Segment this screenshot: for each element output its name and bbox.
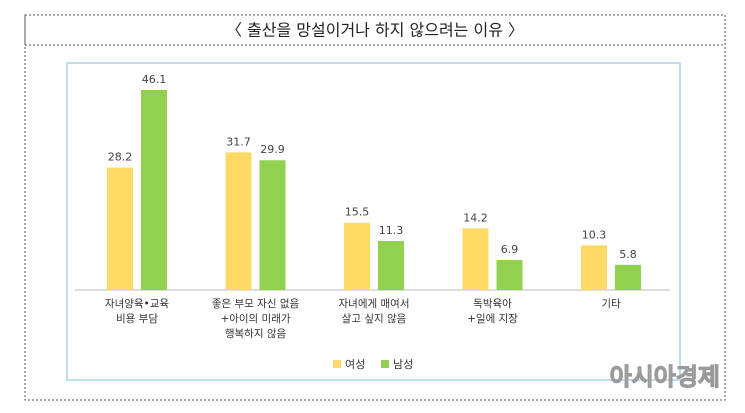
- legend-swatch: [381, 360, 389, 368]
- x-tick-label: 독박육아 +일에 지장: [467, 298, 518, 325]
- bar: [107, 167, 133, 290]
- legend-swatch: [333, 360, 341, 368]
- data-label: 14.2: [463, 211, 488, 224]
- data-label: 10.3: [582, 228, 607, 241]
- data-label: 31.7: [226, 135, 251, 148]
- bar: [344, 222, 370, 290]
- data-label: 6.9: [501, 243, 519, 256]
- x-tick-label: 좋은 부모 자신 없음 +아이의 미래가 행복하지 않음: [211, 298, 300, 340]
- legend-label: 남성: [393, 358, 413, 371]
- bar: [378, 240, 404, 290]
- bar: [259, 160, 286, 290]
- watermark: 아시아경제: [610, 363, 720, 391]
- data-label: 46.1: [142, 73, 167, 86]
- x-tick-label: 자녀에게 매여서 살고 싶지 않음: [338, 298, 410, 325]
- chart-title: 〈 출산을 망설이거나 하지 않으려는 이유 〉: [226, 21, 524, 40]
- bar: [615, 264, 641, 290]
- bar: [141, 89, 167, 291]
- title-frame: [24, 14, 726, 46]
- plot-frame: [66, 62, 681, 381]
- bar: [462, 228, 489, 290]
- data-label: 15.5: [345, 206, 370, 219]
- bar: [225, 152, 252, 290]
- bar: [496, 260, 523, 290]
- bar: [581, 245, 607, 290]
- x-tick-label: 자녀양육•교육 비용 부담: [104, 298, 170, 325]
- legend-label: 여성: [345, 358, 365, 371]
- data-label: 28.2: [108, 151, 133, 164]
- x-tick-label: 기타: [601, 298, 621, 310]
- data-label: 5.8: [619, 248, 637, 261]
- data-label: 11.3: [379, 224, 404, 237]
- data-label: 29.9: [260, 143, 285, 156]
